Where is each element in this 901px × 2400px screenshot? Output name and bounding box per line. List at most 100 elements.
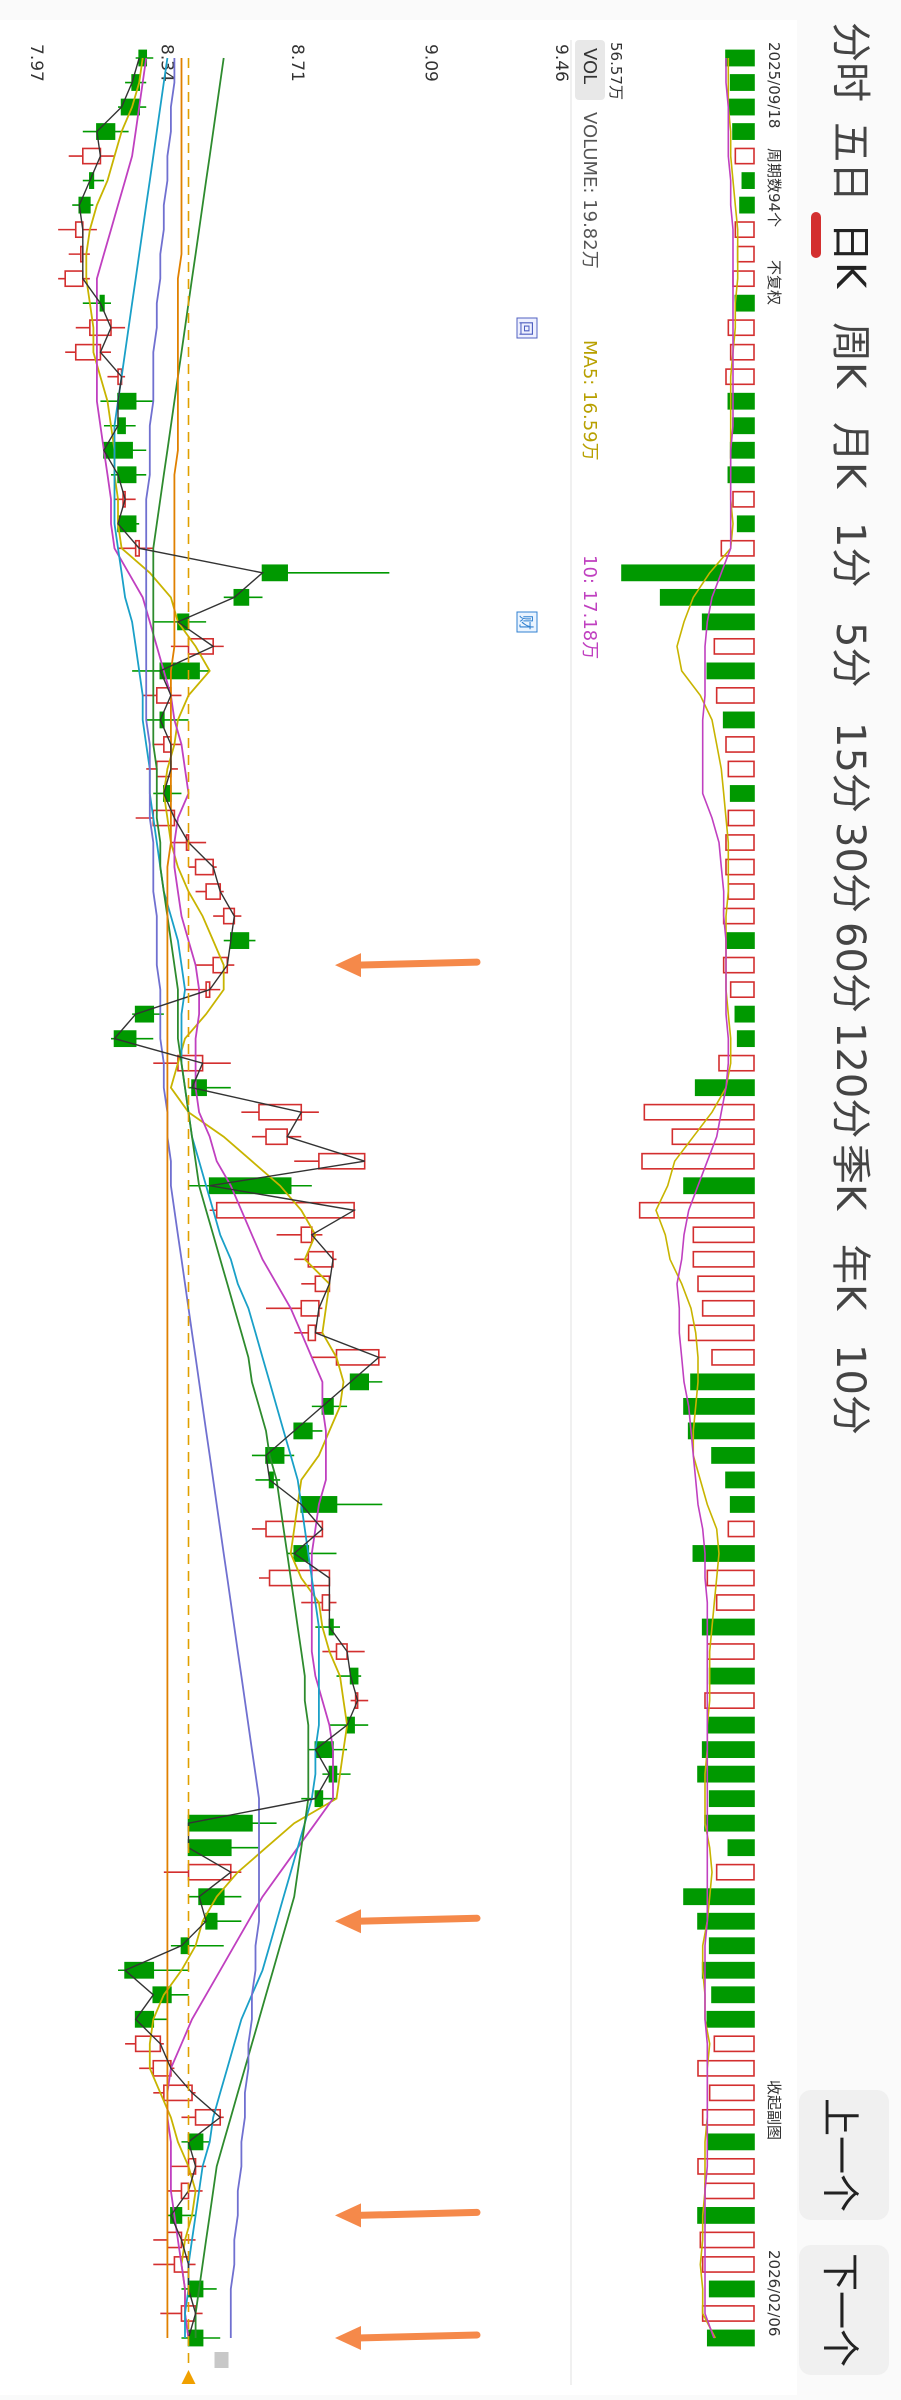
- indicator-selector-label[interactable]: VOL: [579, 48, 600, 84]
- volume-bar-up: [706, 1569, 755, 1587]
- price-axis-label: 8.71: [287, 44, 307, 82]
- prev-stock-button[interactable]: 上一个: [799, 2090, 889, 2220]
- volume-bar-down: [708, 1937, 755, 1955]
- volume-bar-up: [701, 2108, 755, 2126]
- volume-bar-down: [692, 1545, 755, 1562]
- volume-bar-down: [706, 2133, 755, 2151]
- volume-bar-up: [729, 981, 755, 999]
- volume-bars: [621, 49, 755, 2347]
- price-axis-label: 7.97: [26, 44, 46, 82]
- current-price-triangle: [181, 2370, 196, 2384]
- period-tab-1[interactable]: 五日: [827, 122, 873, 202]
- volume-bar-up: [697, 2157, 755, 2175]
- badge-hui-text[interactable]: 回: [517, 321, 535, 336]
- volume-bar-up: [715, 1594, 755, 1611]
- volume-bar-down: [729, 441, 755, 459]
- volume-bar-down: [701, 613, 755, 631]
- price-ma-lines: [78, 57, 381, 2339]
- annotation-arrow-shaft: [353, 958, 481, 969]
- kline-chart-area[interactable]: 2025/09/18 周期数94个 不复权 收起副图 2026/02/06 56…: [0, 0, 797, 2400]
- annotation-arrow-shaft: [353, 1914, 481, 1925]
- price-ma60-line: [145, 58, 260, 2338]
- period-tab-13[interactable]: 10分: [827, 1344, 873, 1435]
- candle-down: [349, 1373, 370, 1391]
- volume-bar-down: [729, 785, 755, 802]
- volume-bar-up: [701, 1299, 755, 1317]
- volume-bar-down: [708, 1790, 755, 1808]
- volume-bar-up: [701, 2256, 755, 2273]
- volume-bar-up: [729, 343, 755, 361]
- candle-down: [229, 932, 250, 949]
- annotation-arrow-shaft: [353, 2331, 481, 2342]
- candle-down: [198, 1888, 225, 1906]
- kline-svg[interactable]: 2025/09/18 周期数94个 不复权 收起副图 2026/02/06 56…: [0, 0, 797, 2400]
- volume-bar-down: [732, 123, 755, 140]
- volume-bar-up: [704, 2182, 755, 2200]
- candle-down: [96, 123, 116, 140]
- volume-ma10-text: 10: 17.18万: [579, 555, 600, 659]
- period-tab-11[interactable]: 季K: [827, 1144, 873, 1211]
- volume-bar-down: [701, 1741, 755, 1759]
- candle-down: [187, 1814, 253, 1832]
- volume-bar-up: [734, 221, 755, 239]
- volume-bar-up: [713, 637, 755, 655]
- period-tab-9[interactable]: 60分: [827, 922, 873, 1013]
- start-date-label: 2025/09/18: [765, 42, 783, 128]
- period-tab-7[interactable]: 15分: [827, 722, 873, 813]
- volume-bar-up: [687, 1324, 755, 1342]
- volume-bar-up: [697, 2059, 755, 2077]
- period-tab-2[interactable]: 日K: [827, 222, 873, 289]
- period-tab-4[interactable]: 月K: [827, 422, 873, 489]
- candle-up: [212, 956, 229, 974]
- volume-ma5-line: [655, 58, 739, 2339]
- volume-bar-up: [701, 2305, 755, 2322]
- period-tab-bar: 分时五日日K 周K 月K 1分 5分 15分 30分 60分 120分季K 年K 10分 上一个 下…: [797, 0, 901, 2400]
- period-tab-0[interactable]: 分时: [827, 22, 873, 102]
- candle-down: [261, 564, 288, 582]
- next-stock-button[interactable]: 下一个: [799, 2245, 889, 2375]
- price-ma5-line: [85, 57, 349, 2339]
- volume-bar-down: [687, 1422, 755, 1440]
- volume-bar-up: [715, 1863, 755, 1881]
- volume-bar-down: [701, 1618, 755, 1636]
- candle-up: [134, 2035, 162, 2053]
- period-tab-5[interactable]: 1分: [827, 522, 873, 588]
- adjust-mode-label: 不复权: [765, 260, 783, 305]
- close-price-line: [78, 57, 381, 2339]
- candle-up: [265, 1128, 288, 1146]
- period-tab-8[interactable]: 30分: [827, 822, 873, 913]
- period-tab-10[interactable]: 120分: [827, 1022, 873, 1139]
- volume-bar-up: [704, 1692, 755, 1709]
- volume-bar-up: [715, 687, 755, 704]
- period-tab-12[interactable]: 年K: [827, 1244, 873, 1311]
- badge-cai[interactable]: [516, 611, 538, 633]
- candle-down: [134, 2010, 155, 2028]
- volume-bar-down: [683, 1888, 755, 1906]
- volume-bar-up: [727, 1520, 755, 1538]
- candle-down: [117, 417, 126, 435]
- candle-down: [346, 1716, 355, 1734]
- volume-bar-down: [741, 172, 755, 189]
- volume-bar-up: [706, 1643, 755, 1660]
- period-tab-3[interactable]: 周K: [827, 322, 873, 389]
- indicator-selector[interactable]: [575, 40, 605, 100]
- annotation-arrow-shaft: [353, 2208, 481, 2219]
- volume-bar-up: [727, 319, 755, 337]
- price-axis-labels: 7.97 8.34 8.71 9.09 9.46: [26, 44, 571, 82]
- candle-up: [335, 1643, 348, 1660]
- badge-hui[interactable]: [516, 317, 538, 339]
- volume-bar-down: [706, 2329, 755, 2347]
- volume-bar-down: [683, 1177, 755, 1195]
- volume-bar-up: [711, 1348, 755, 1366]
- collapse-subchart-label[interactable]: 收起副图: [765, 2080, 783, 2140]
- annotation-arrow-head: [335, 2326, 361, 2350]
- period-tab-6[interactable]: 5分: [827, 622, 873, 688]
- volume-bar-up: [697, 1275, 755, 1293]
- volume-bar-up: [718, 1054, 755, 1072]
- current-candle-highlight: [214, 2352, 229, 2368]
- volume-bar-down: [727, 392, 755, 410]
- badge-cai-text[interactable]: 财: [517, 615, 535, 630]
- volume-bar-down: [736, 515, 755, 533]
- volume-bar-up: [734, 147, 755, 165]
